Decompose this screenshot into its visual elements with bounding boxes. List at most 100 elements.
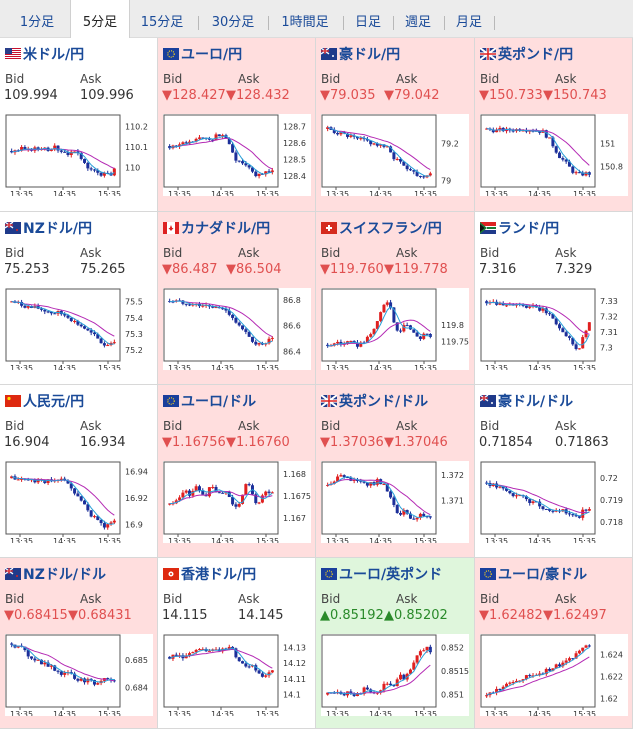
- pair-title-link[interactable]: ユーロ/英ポンド: [321, 565, 442, 583]
- rate-panel[interactable]: 豪ドル/ドル Bid Ask 0.71854 0.71863 0.72 0.719 0.718…: [475, 385, 633, 558]
- candle-body: [221, 135, 225, 137]
- candle-body: [10, 643, 14, 645]
- rate-panel[interactable]: 香港ドル/円 Bid Ask 14.115 14.145 14.13 14.12 14.11 1…: [158, 558, 316, 729]
- candle-body: [558, 664, 562, 667]
- candle-body: [418, 175, 422, 177]
- price-chart[interactable]: 75.5 75.4 75.3 75.2 13:35 14:35 15:35: [5, 288, 153, 370]
- pair-title-link[interactable]: 英ポンド/ドル: [320, 392, 429, 410]
- rate-panel[interactable]: NZドル/円 Bid Ask 75.253 75.265 75.5 75.4 75.3 75.2…: [0, 212, 158, 385]
- price-chart[interactable]: 110.2 110.1 110 13:35 14:35 15:35: [5, 114, 153, 196]
- rate-panel[interactable]: NZドル/ドル Bid Ask ▼0.68415 ▼0.68431 0.685 0.684 1…: [0, 558, 158, 729]
- price-chart[interactable]: 0.852 0.8515 0.851 13:35 14:35 15:35: [321, 634, 469, 716]
- candle-body: [267, 171, 271, 173]
- tab-weekly[interactable]: 週足: [404, 15, 431, 30]
- pair-title-link[interactable]: ユーロ/豪ドル: [480, 565, 587, 583]
- candle-body: [584, 509, 588, 511]
- candle-body: [257, 343, 261, 345]
- x-tick-label: 15:35: [98, 190, 121, 196]
- candle-body: [257, 173, 261, 177]
- candle-body: [250, 336, 254, 342]
- tab-daily[interactable]: 日足: [354, 15, 381, 30]
- candle-body: [231, 314, 235, 318]
- price-chart[interactable]: 151 150.8 13:35 14:35 15:35: [480, 114, 628, 196]
- price-chart[interactable]: 7.33 7.32 7.31 7.3 13:35 14:35 15:35: [480, 288, 628, 370]
- rate-panel[interactable]: ユーロ/円 Bid Ask ▼128.427 ▼128.432 128.7 128.6 128…: [158, 38, 316, 212]
- candle-body: [567, 336, 571, 338]
- bid-label: Bid: [5, 419, 25, 433]
- rate-panel[interactable]: ユーロ/豪ドル Bid Ask ▼1.62482 ▼1.62497 1.624 1.622 1…: [475, 558, 633, 729]
- y-tick-label: 119.75: [441, 338, 469, 347]
- candle-body: [191, 652, 195, 654]
- price-chart[interactable]: 86.8 86.6 86.4 13:35 14:35 15:35: [163, 288, 311, 370]
- candle-body: [174, 145, 178, 147]
- pair-title-link[interactable]: ユーロ/円: [163, 45, 242, 63]
- candle-body: [79, 324, 83, 327]
- pair-title-link[interactable]: 人民元/円: [5, 392, 84, 410]
- rate-panel[interactable]: 米ドル/円 Bid Ask 109.994 109.996 110.2 110.1 110 13…: [0, 38, 158, 212]
- moving-average-short-line: [486, 482, 590, 517]
- rate-panel[interactable]: 英ポンド/ドル Bid Ask ▼1.37036 ▼1.37046 1.372 1.371 1…: [316, 385, 475, 558]
- price-chart[interactable]: 1.624 1.622 1.62 13:35 14:35 15:35: [480, 634, 628, 716]
- pair-title-link[interactable]: 英ポンド/円: [479, 45, 573, 63]
- rate-panel[interactable]: ランド/円 Bid Ask 7.316 7.329 7.33 7.32 7.31 7.3 13:3…: [475, 212, 633, 385]
- pair-title-link[interactable]: NZドル/ドル: [4, 565, 106, 583]
- price-chart[interactable]: 1.372 1.371 13:35 14:35 15:35: [321, 461, 469, 543]
- candle-body: [581, 647, 585, 651]
- price-chart[interactable]: 1.168 1.1675 1.167 13:35 14:35 15:35: [163, 461, 311, 543]
- candle-body: [405, 510, 409, 514]
- ask-price: 128.432: [236, 88, 290, 103]
- price-chart[interactable]: 79.2 79 13:35 14:35 15:35: [321, 114, 469, 196]
- bid-value: 16.904: [4, 435, 50, 450]
- price-chart[interactable]: 16.94 16.92 16.9 13:35 14:35 15:35: [5, 461, 153, 543]
- price-chart[interactable]: 119.8 119.75 13:35 14:35 15:35: [321, 288, 469, 370]
- candle-body: [224, 308, 228, 311]
- rate-panel[interactable]: ユーロ/英ポンド Bid Ask ▲0.85192 ▲0.85202 0.852 0.851…: [316, 558, 475, 729]
- pair-title-link[interactable]: カナダドル/円: [163, 219, 270, 237]
- candle-body: [73, 320, 77, 322]
- up-arrow-icon: ▲: [384, 608, 394, 623]
- rate-panel[interactable]: 英ポンド/円 Bid Ask ▼150.733 ▼150.743 151 150.8 13:3…: [475, 38, 633, 212]
- candle-body: [485, 695, 489, 697]
- x-tick-label: 14:35: [369, 710, 392, 716]
- tab-5min[interactable]: 5分足: [70, 0, 130, 40]
- price-chart[interactable]: 14.13 14.12 14.11 14.1 13:35 14:35 15:35: [163, 634, 311, 716]
- candle-body: [96, 170, 100, 173]
- candle-body: [254, 494, 258, 504]
- price-chart[interactable]: 0.685 0.684 13:35 14:35 15:35: [5, 634, 153, 716]
- pair-title-link[interactable]: 豪ドル/ドル: [479, 392, 573, 410]
- rate-panel[interactable]: ユーロ/ドル Bid Ask ▼1.16756 ▼1.16760 1.168 1.1675 1…: [158, 385, 316, 558]
- tab-30min[interactable]: 30分足: [211, 15, 255, 30]
- ask-label: Ask: [555, 72, 577, 86]
- pair-title-link[interactable]: 米ドル/円: [5, 45, 84, 63]
- candle-body: [10, 476, 14, 479]
- candle-body: [270, 170, 274, 173]
- pair-title-link[interactable]: 香港ドル/円: [163, 565, 256, 583]
- bid-value: ▼1.62482: [479, 608, 543, 623]
- tab-1hour[interactable]: 1時間足: [281, 15, 329, 30]
- candle-body: [221, 492, 225, 494]
- pair-name: 英ポンド/ドル: [339, 394, 429, 410]
- pair-title-link[interactable]: ユーロ/ドル: [163, 392, 256, 410]
- pair-title-link[interactable]: NZドル/円: [4, 219, 92, 237]
- rate-panel[interactable]: 人民元/円 Bid Ask 16.904 16.934 16.94 16.92 16.9 13:…: [0, 385, 158, 558]
- rate-panel[interactable]: 豪ドル/円 Bid Ask ▼79.035 ▼79.042 79.2 79 13:35 14:3…: [316, 38, 475, 212]
- rate-panel[interactable]: スイスフラン/円 Bid Ask ▼119.760 ▼119.778 119.8 119.7…: [316, 212, 475, 385]
- tab-1min[interactable]: 1分足: [19, 15, 55, 30]
- candle-body: [554, 318, 558, 325]
- price-chart[interactable]: 128.7 128.6 128.5 128.4 13:35 14:35 15:35: [163, 114, 311, 196]
- rate-panel[interactable]: カナダドル/円 Bid Ask ▼86.487 ▼86.504 86.8 86.6 86.4 1…: [158, 212, 316, 385]
- candle-body: [339, 341, 343, 345]
- tab-monthly[interactable]: 月足: [455, 15, 482, 30]
- candle-body: [379, 312, 383, 322]
- pair-title-link[interactable]: スイスフラン/円: [321, 219, 442, 237]
- x-tick-label: 14:35: [369, 537, 392, 543]
- price-chart[interactable]: 0.72 0.719 0.718 13:35 14:35 15:35: [480, 461, 628, 543]
- candle-body: [558, 152, 562, 159]
- candle-body: [214, 486, 218, 493]
- pair-title-link[interactable]: ランド/円: [480, 219, 559, 237]
- bid-label: Bid: [163, 419, 183, 433]
- candle-body: [554, 146, 558, 153]
- pair-title-link[interactable]: 豪ドル/円: [320, 45, 400, 63]
- tab-15min[interactable]: 15分足: [140, 15, 184, 30]
- candle-body: [102, 172, 106, 176]
